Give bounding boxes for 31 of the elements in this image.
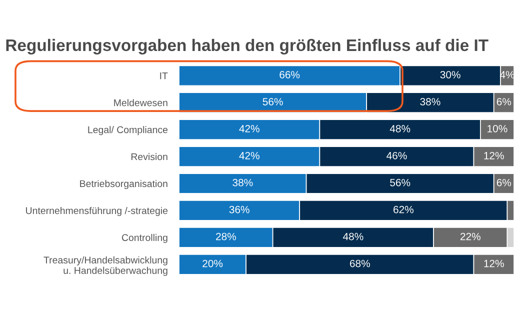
data-label: 6% bbox=[496, 98, 512, 106]
y-tick-label: Treasury/Handelsabwicklung u. Handelsüberwachung bbox=[44, 256, 168, 276]
data-label: 28% bbox=[216, 232, 236, 240]
data-label: 30% bbox=[440, 71, 460, 78]
data-label: 42% bbox=[239, 124, 260, 132]
data-label: 48% bbox=[343, 232, 364, 240]
data-label: 12% bbox=[484, 152, 504, 160]
chart-title: Regulierungsvorgaben haben den größten Einfluss auf die IT bbox=[6, 38, 488, 54]
data-label: 10% bbox=[488, 124, 508, 132]
data-label: 46% bbox=[386, 152, 407, 160]
data-label: 68% bbox=[350, 260, 370, 268]
data-label: 56% bbox=[390, 178, 410, 186]
y-tick-label: IT bbox=[160, 72, 168, 80]
data-label: 42% bbox=[239, 152, 260, 160]
data-label: 62% bbox=[394, 206, 414, 214]
data-label: 38% bbox=[420, 98, 440, 106]
y-tick-label: Meldewesen bbox=[114, 99, 168, 106]
data-label: 12% bbox=[484, 260, 504, 268]
data-label: 6% bbox=[496, 178, 512, 186]
data-label: 56% bbox=[262, 98, 283, 106]
y-tick-label: Revision bbox=[131, 153, 168, 160]
y-tick-label: Legal/ Compliance bbox=[88, 126, 168, 136]
data-label: 38% bbox=[232, 178, 253, 186]
y-tick-label: Controlling bbox=[122, 234, 168, 243]
data-label: 66% bbox=[280, 71, 300, 78]
data-label: 20% bbox=[202, 260, 223, 268]
data-label: 48% bbox=[390, 124, 410, 132]
data-label: 36% bbox=[229, 206, 250, 214]
y-tick-label: Unternehmensführung /-strategie bbox=[26, 206, 168, 216]
data-label: 22% bbox=[460, 232, 480, 240]
y-tick-label: Betriebsorganisation bbox=[80, 180, 168, 190]
